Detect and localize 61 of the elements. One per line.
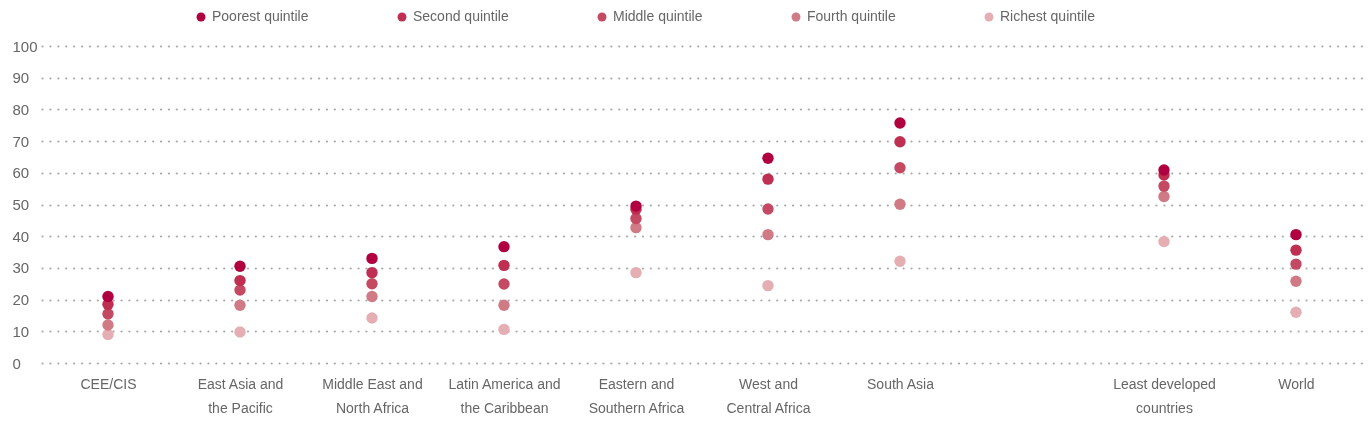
point (762, 279, 774, 292)
point (234, 260, 246, 272)
x-tick-label: Eastern and Southern Africa (588, 375, 685, 416)
point (102, 290, 114, 303)
point (894, 255, 906, 267)
legend-label: Richest quintile (1000, 8, 1096, 24)
x-tick-label: Middle East and North Africa (322, 375, 423, 416)
y-tick-label: 80 (12, 100, 30, 118)
point (366, 290, 378, 303)
legend-label: Poorest quintile (212, 8, 309, 24)
y-tick-label: 60 (12, 164, 30, 182)
point (234, 326, 246, 338)
y-tick-label: 10 (12, 322, 30, 340)
y-tick-label: 100 (12, 37, 38, 55)
point (498, 278, 510, 290)
y-tick-label: 50 (12, 196, 30, 213)
y-tick-label: 30 (12, 259, 30, 277)
point (1290, 258, 1302, 270)
legend-label: Second quintile (413, 8, 509, 24)
point (630, 266, 642, 279)
x-tick-label: Least developed countries (1113, 375, 1216, 416)
point (1290, 306, 1302, 318)
point (894, 117, 906, 129)
y-tick-label: 70 (12, 132, 30, 150)
point (1158, 235, 1170, 248)
point (498, 259, 510, 272)
point (762, 152, 774, 164)
x-tick-label: South Asia (867, 375, 935, 392)
point (498, 323, 510, 336)
point (366, 312, 378, 324)
point (1158, 180, 1170, 192)
legend-label: Fourth quintile (807, 8, 896, 24)
point (1158, 164, 1170, 176)
x-tick-label: CEE/CIS (80, 375, 137, 392)
point (234, 299, 246, 311)
y-tick-label: 0 (12, 354, 21, 372)
x-tick-label: East Asia and the Pacific (197, 375, 284, 416)
point (1290, 275, 1302, 287)
point (366, 266, 378, 279)
point (894, 162, 906, 174)
y-tick-label: 40 (12, 227, 30, 245)
point (894, 136, 906, 148)
point (102, 319, 114, 331)
y-tick-label: 90 (12, 69, 30, 87)
x-tick-label: Latin America and the Caribbean (448, 375, 561, 416)
point (366, 252, 378, 265)
point (366, 278, 378, 290)
point (1290, 244, 1302, 256)
point (762, 173, 774, 185)
point (498, 299, 510, 311)
point (762, 203, 774, 215)
point (894, 198, 906, 210)
point (234, 274, 246, 287)
legend-label: Middle quintile (613, 8, 703, 24)
point (498, 240, 510, 253)
x-tick-label: West and Central Africa (726, 375, 811, 416)
point (1290, 228, 1302, 241)
y-tick-label: 20 (12, 291, 30, 309)
point (1158, 190, 1170, 203)
point (762, 228, 774, 241)
x-tick-label: World (1278, 375, 1315, 392)
